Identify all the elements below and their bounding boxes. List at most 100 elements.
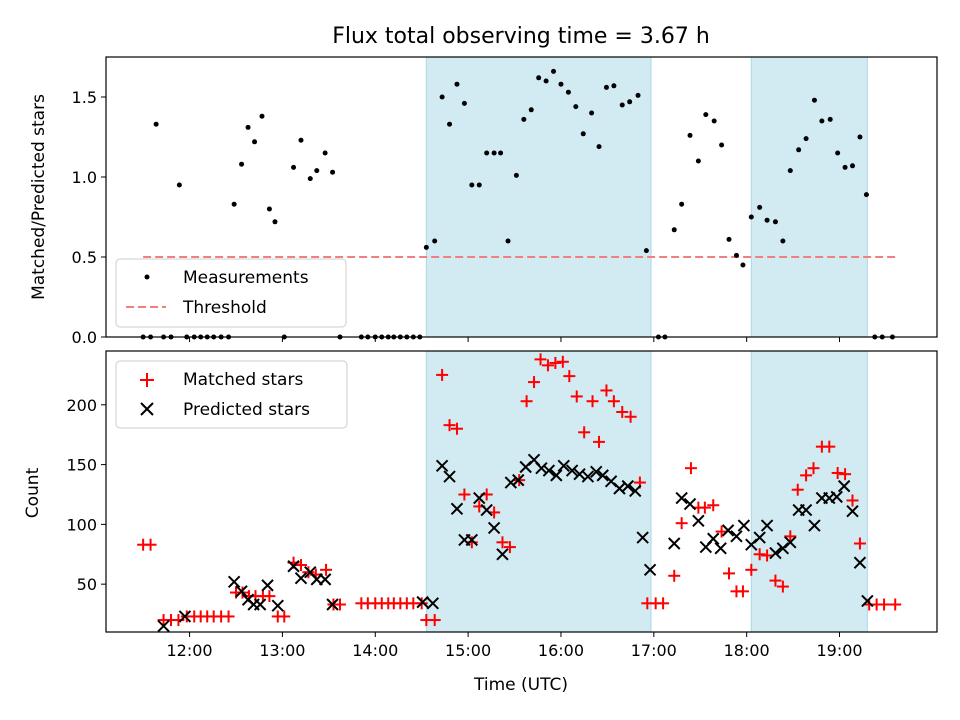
predicted-star-point xyxy=(326,598,339,611)
matched-star-point xyxy=(570,390,583,403)
matched-star-point xyxy=(784,530,797,543)
top-legend-box xyxy=(115,258,347,328)
measurement-point xyxy=(423,244,429,250)
legend-threshold-label: Threshold xyxy=(182,298,267,318)
bottom-shaded-intervals xyxy=(425,350,868,633)
matched-star-point xyxy=(823,440,836,453)
measurement-point xyxy=(505,238,511,244)
x-tick-label: 19:00 xyxy=(816,641,862,660)
matched-star-point xyxy=(443,419,456,432)
matched-star-point xyxy=(586,395,599,408)
predicted-star-point xyxy=(416,595,429,609)
predicted-star-point xyxy=(714,542,727,555)
measurement-point xyxy=(231,201,237,207)
matched-star-point xyxy=(607,395,620,408)
matched-star-point xyxy=(333,598,346,611)
predicted-star-point xyxy=(730,530,743,543)
measurement-point xyxy=(153,121,159,127)
predicted-star-point xyxy=(550,469,563,482)
measurement-point xyxy=(603,84,609,90)
shaded-interval-1 xyxy=(425,56,652,338)
predicted-star-point xyxy=(675,491,688,505)
matched-star-point xyxy=(675,517,688,530)
predicted-star-point xyxy=(636,531,649,544)
measurement-point xyxy=(580,131,586,137)
measurement-point xyxy=(447,121,453,127)
x-tick-label: 14:00 xyxy=(352,641,398,660)
measurement-point xyxy=(589,110,595,116)
bottom-y-axis-label: Count xyxy=(23,467,43,518)
measurement-point xyxy=(176,182,182,188)
matched-star-point xyxy=(723,567,736,580)
measurement-point xyxy=(619,102,625,108)
y-tick-label: 200 xyxy=(66,396,97,415)
predicted-star-point xyxy=(253,598,267,611)
predicted-star-point xyxy=(318,573,332,586)
measurement-point xyxy=(543,78,549,84)
bottom-x-axis-ticks: 12:00 13:00 14:00 15:00 16:00 17:00 18:00 19:00 xyxy=(167,632,863,660)
measurement-point xyxy=(291,164,297,170)
measurement-point xyxy=(635,92,641,98)
matched-star-point xyxy=(294,559,307,572)
matched-star-point xyxy=(263,590,276,603)
y-tick-label: 0.0 xyxy=(72,328,97,347)
predicted-star-point xyxy=(737,519,751,532)
predicted-star-point xyxy=(707,532,720,545)
predicted-star-point xyxy=(487,521,501,535)
matched-star-point xyxy=(222,610,235,623)
measurement-point xyxy=(239,161,245,167)
predicted-star-point xyxy=(581,470,595,483)
matched-star-point xyxy=(556,355,569,368)
measurement-point xyxy=(461,100,467,106)
predicted-star-point xyxy=(178,610,192,623)
x-tick-label: 15:00 xyxy=(445,641,491,660)
predicted-star-point xyxy=(629,484,642,498)
measurement-point xyxy=(536,75,542,81)
matched-star-point xyxy=(541,359,554,372)
matched-star-point xyxy=(831,466,844,479)
matched-star-point xyxy=(684,462,697,475)
predicted-star-point xyxy=(808,519,821,532)
predicted-star-point xyxy=(287,560,300,573)
measurement-point xyxy=(748,214,754,220)
matched-star-point xyxy=(144,538,157,551)
y-tick-label: 1.0 xyxy=(72,168,97,187)
bottom-panel: 50 100 150 200 12:00 13:00 14:00 15:00 16:00 17:… xyxy=(23,350,938,695)
measurement-point xyxy=(819,118,825,124)
legend-matched-marker xyxy=(140,373,154,387)
x-tick-label: 16:00 xyxy=(538,641,584,660)
measurement-point xyxy=(454,81,460,87)
matched-star-point xyxy=(496,536,509,549)
x-tick-label: 17:00 xyxy=(631,641,677,660)
chart-title: Flux total observing time = 3.67 h xyxy=(332,24,710,49)
measurement-point xyxy=(330,169,336,175)
legend-predicted-marker xyxy=(140,402,154,416)
matched-star-point xyxy=(450,422,463,435)
predicted-star-point xyxy=(596,469,609,482)
predicted-star-point xyxy=(565,464,579,477)
measurement-point xyxy=(811,97,817,103)
measurement-point xyxy=(611,83,617,89)
matched-star-point xyxy=(528,376,541,389)
predicted-star-point xyxy=(692,514,705,528)
predicted-star-point xyxy=(235,585,248,598)
measurement-point xyxy=(521,116,527,122)
measurement-point xyxy=(850,163,856,169)
predicted-star-point xyxy=(496,548,509,561)
matched-star-point xyxy=(807,462,820,475)
measurement-point xyxy=(322,150,328,156)
measurement-point xyxy=(711,118,717,124)
measurement-point xyxy=(842,164,848,170)
matched-star-point xyxy=(769,574,782,587)
matched-star-point xyxy=(563,370,576,383)
measurement-point xyxy=(857,134,863,140)
measurement-point xyxy=(687,132,693,138)
predicted-star-point xyxy=(799,503,813,517)
matched-star-point xyxy=(736,585,749,598)
x-tick-label: 13:00 xyxy=(259,641,305,660)
measurement-point xyxy=(780,238,786,244)
top-axes-frame xyxy=(105,56,938,338)
bottom-axes-frame xyxy=(105,350,938,633)
measurement-point xyxy=(740,262,746,268)
measurement-point xyxy=(679,201,685,207)
